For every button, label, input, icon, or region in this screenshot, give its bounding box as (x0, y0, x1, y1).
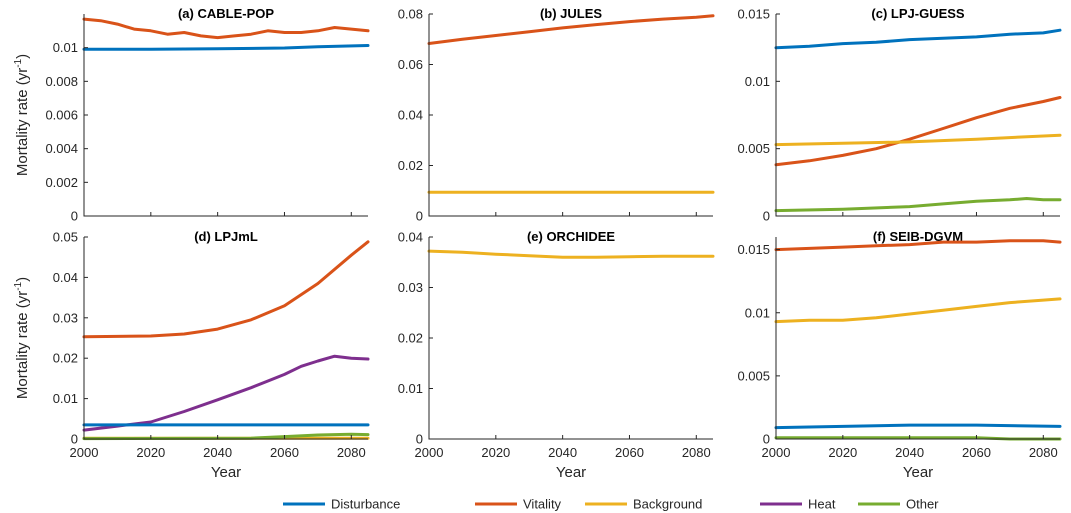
axis-lines (83, 237, 368, 440)
y-tick-label: 0.01 (745, 305, 770, 320)
x-tick-label: 2020 (481, 445, 510, 460)
series-line-disturbance (774, 28, 1062, 50)
series-line-vitality (82, 17, 370, 40)
y-tick-label: 0.05 (53, 230, 78, 245)
x-tick-label: 2080 (682, 445, 711, 460)
y-tick-label: 0.03 (398, 280, 423, 295)
y-tick-label: 0.008 (45, 74, 78, 89)
axis-lines (775, 237, 1060, 440)
y-tick-label: 0.02 (53, 351, 78, 366)
axis-lines (428, 14, 713, 217)
y-tick-label: 0.02 (398, 331, 423, 346)
x-axis-label: Year (211, 464, 241, 481)
y-tick-label: 0.03 (53, 310, 78, 325)
series-line-vitality (774, 96, 1062, 167)
y-axis-label: Mortality rate (yr-1) (13, 277, 31, 399)
y-tick-label: 0 (763, 209, 770, 224)
x-axis-label: Year (903, 464, 933, 481)
y-tick-label: 0 (763, 432, 770, 447)
series-line-vitality (774, 239, 1062, 252)
panel-title: (c) LPJ-GUESS (871, 6, 965, 21)
legend: Disturbance Vitality Background Heat Other (283, 497, 939, 512)
y-tick-label: 0.01 (745, 74, 770, 89)
series-line-background (774, 133, 1062, 147)
legend-label-background: Background (633, 497, 702, 512)
series-line-other (82, 432, 370, 441)
series-line-background (427, 249, 715, 259)
y-tick-label: 0 (416, 209, 423, 224)
y-tick-label: 0.006 (45, 108, 78, 123)
y-tick-label: 0.06 (398, 57, 423, 72)
y-tick-label: 0.002 (45, 175, 78, 190)
y-tick-label: 0.004 (45, 141, 78, 156)
series-line-disturbance (774, 423, 1062, 430)
panel-title: (d) LPJmL (194, 229, 258, 244)
y-tick-label: 0.08 (398, 7, 423, 22)
x-tick-label: 2000 (762, 445, 791, 460)
x-tick-label: 2020 (828, 445, 857, 460)
legend-label-other: Other (906, 497, 939, 512)
panel-title: (f) SEIB-DGVM (873, 229, 963, 244)
panel-title: (a) CABLE-POP (178, 6, 274, 21)
y-tick-label: 0.02 (398, 158, 423, 173)
x-tick-label: 2020 (136, 445, 165, 460)
y-tick-label: 0 (71, 432, 78, 447)
panel-4: (d) LPJmL 0 0.01 0.02 0.03 0.04 0.05 2000 2020 20… (13, 229, 370, 481)
x-tick-label: 2080 (1029, 445, 1058, 460)
y-axis-label: Mortality rate (yr-1) (13, 54, 31, 176)
series-line-other (774, 197, 1062, 213)
y-tick-label: 0.01 (398, 381, 423, 396)
panel-5: (e) ORCHIDEE 0 0.01 0.02 0.03 0.04 2000 2020 204… (398, 229, 715, 481)
legend-label-disturbance: Disturbance (331, 497, 400, 512)
panel-title: (b) JULES (540, 6, 602, 21)
legend-label-vitality: Vitality (523, 497, 562, 512)
series-line-background (774, 297, 1062, 324)
panel-3: (c) LPJ-GUESS 0 0.005 0.01 0.015 (737, 6, 1062, 224)
panel-1: (a) CABLE-POP 0 0.002 0.004 0.006 0.008 0.01 Mo… (13, 6, 370, 224)
y-tick-label: 0 (71, 209, 78, 224)
y-tick-label: 0 (416, 432, 423, 447)
x-tick-label: 2040 (203, 445, 232, 460)
panel-title: (e) ORCHIDEE (527, 229, 615, 244)
y-tick-label: 0.015 (737, 242, 770, 257)
axis-lines (83, 14, 368, 217)
y-tick-label: 0.04 (398, 108, 423, 123)
panel-6: (f) SEIB-DGVM 0 0.005 0.01 0.015 2000 2020 2040… (737, 229, 1062, 481)
y-tick-label: 0.015 (737, 7, 770, 22)
series-line-heat (82, 354, 370, 432)
x-tick-label: 2000 (415, 445, 444, 460)
y-tick-label: 0.04 (53, 270, 78, 285)
x-tick-label: 2080 (337, 445, 366, 460)
y-tick-label: 0.01 (53, 40, 78, 55)
y-tick-label: 0.005 (737, 368, 770, 383)
x-axis-label: Year (556, 464, 586, 481)
series-line-vitality (82, 240, 370, 339)
legend-label-heat: Heat (808, 497, 836, 512)
x-tick-label: 2040 (548, 445, 577, 460)
series-line-disturbance (82, 44, 370, 51)
series-line-vitality (427, 14, 715, 45)
x-tick-label: 2060 (615, 445, 644, 460)
x-tick-label: 2060 (962, 445, 991, 460)
x-tick-label: 2040 (895, 445, 924, 460)
y-tick-label: 0.04 (398, 230, 423, 245)
x-tick-label: 2060 (270, 445, 299, 460)
y-tick-label: 0.01 (53, 391, 78, 406)
x-tick-label: 2000 (70, 445, 99, 460)
axis-lines (428, 237, 713, 440)
panel-2: (b) JULES 0 0.02 0.04 0.06 0.08 (398, 6, 715, 224)
y-tick-label: 0.005 (737, 141, 770, 156)
